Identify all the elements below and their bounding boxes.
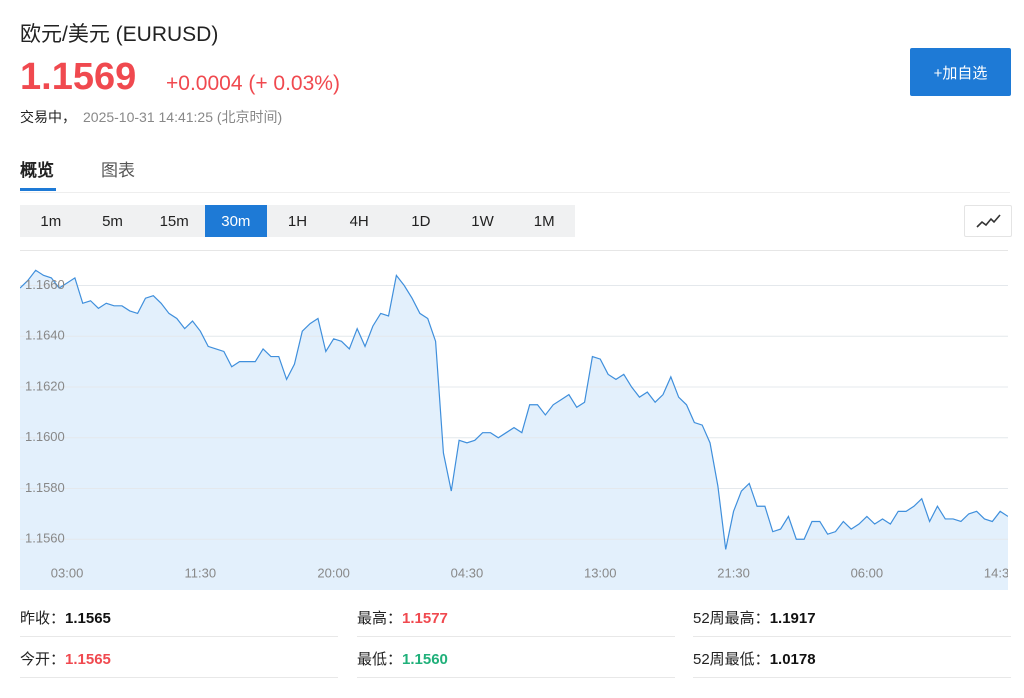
- area: [20, 270, 1008, 590]
- x-tick-label: 21:30: [717, 565, 750, 580]
- x-tick-label: 11:30: [185, 565, 217, 580]
- x-tick-label: 14:30: [984, 565, 1008, 580]
- timeframe-button[interactable]: 1H: [267, 205, 329, 237]
- stat: 52周最低：1.0178: [693, 648, 816, 669]
- x-tick-label: 06:00: [851, 565, 884, 580]
- timeframe-button[interactable]: 1M: [513, 205, 575, 237]
- divider: [20, 677, 338, 678]
- stat-value: 1.1917: [769, 610, 816, 627]
- stat: 最高：1.1577: [357, 607, 448, 628]
- chart-type-icon: [976, 214, 1001, 228]
- x-tick-label: 20:00: [317, 565, 350, 580]
- stat-label: 52周最高：: [693, 610, 770, 627]
- stat: 今开：1.1565: [20, 648, 111, 669]
- timeframe-button[interactable]: 1W: [452, 205, 514, 237]
- timeframe-button[interactable]: 1D: [390, 205, 452, 237]
- stat-label: 昨收：: [20, 610, 66, 627]
- stat-value: 1.1560: [402, 651, 448, 668]
- divider: [693, 677, 1011, 678]
- timestamp: 2025-10-31 14:41:25 (北京时间): [83, 109, 283, 125]
- status: 交易中，: [20, 109, 76, 125]
- timeframe-button[interactable]: 1m: [20, 205, 82, 237]
- x-tick-label: 03:00: [51, 565, 84, 580]
- tab[interactable]: 图表: [101, 161, 135, 180]
- y-tick-label: 1.1620: [25, 378, 65, 393]
- timeframe-button[interactable]: 4H: [328, 205, 390, 237]
- divider: [693, 636, 1011, 637]
- stat: 昨收：1.1565: [20, 607, 111, 628]
- divider: [20, 636, 338, 637]
- y-tick-label: 1.1600: [25, 429, 65, 444]
- y-tick-label: 1.1580: [25, 480, 65, 495]
- chart-type-button[interactable]: [964, 205, 1012, 237]
- stat-label: 最低：: [357, 651, 403, 668]
- divider: [357, 636, 675, 637]
- stat-label: 最高：: [357, 610, 403, 627]
- stat: 52周最高：1.1917: [693, 607, 816, 628]
- tab-indicator: [20, 188, 56, 191]
- line: [20, 269, 1008, 550]
- x-tick-label: 13:00: [584, 565, 617, 580]
- stat: 最低：1.1560: [357, 648, 448, 669]
- stat-value: 1.1565: [65, 651, 111, 668]
- change: +0.0004 (+ 0.03%): [166, 72, 340, 95]
- timeframe-button[interactable]: 15m: [143, 205, 205, 237]
- stat-value: 1.1565: [65, 610, 111, 627]
- y-tick-label: 1.1640: [25, 328, 65, 343]
- timeframe-button[interactable]: 30m: [205, 205, 267, 237]
- chart: 1.1560 1.1580 1.1600 1.1620 1.1640 1.1660 03:0…: [20, 250, 1008, 590]
- y-tick-label: 1.1560: [25, 531, 65, 546]
- timeframe-bar: 1m 5m 15m 30m 1H 4H 1D 1W 1M: [20, 205, 575, 237]
- add-watchlist-button[interactable]: +加自选: [910, 48, 1011, 96]
- stat-label: 52周最低：: [693, 651, 770, 668]
- y-tick-label: 1.1660: [25, 277, 65, 292]
- x-tick-label: 04:30: [451, 565, 484, 580]
- title: 欧元/美元 (EURUSD): [20, 23, 219, 46]
- price: 1.1569: [20, 56, 137, 98]
- stat-value: 1.1577: [402, 610, 448, 627]
- divider: [357, 677, 675, 678]
- stat-value: 1.0178: [769, 651, 816, 668]
- stat-label: 今开：: [20, 651, 66, 668]
- divider: [20, 192, 1010, 193]
- timeframe-button[interactable]: 5m: [82, 205, 144, 237]
- tab[interactable]: 概览: [20, 161, 54, 180]
